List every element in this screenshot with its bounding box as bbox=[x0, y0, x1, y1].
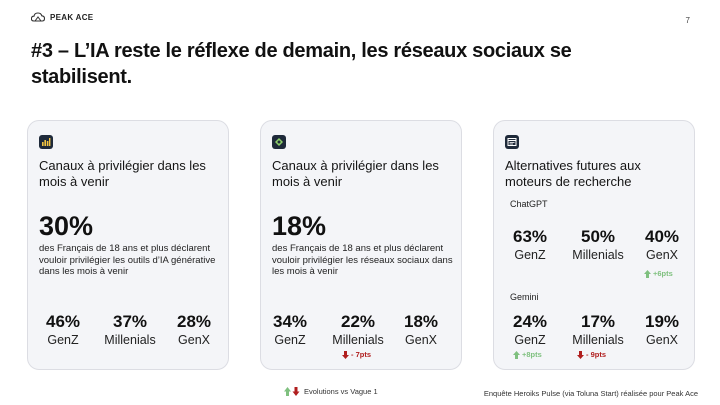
stat-value: 34% bbox=[272, 312, 308, 331]
arrow-down-icon bbox=[577, 350, 584, 359]
group-gemini: Gemini bbox=[510, 292, 539, 302]
stat-value: 28% bbox=[176, 312, 212, 331]
stat-label: Millenials bbox=[572, 248, 624, 262]
stat-value: 24% bbox=[512, 312, 548, 331]
stat-genx: 40% GenX bbox=[630, 227, 694, 263]
big-value: 18% bbox=[272, 211, 327, 241]
page-title: #3 – L’IA reste le réflexe de demain, le… bbox=[31, 40, 572, 88]
card-ai-channels: Canaux à privilégier dans les mois à ven… bbox=[27, 120, 229, 370]
stat-label: GenX bbox=[178, 333, 210, 347]
stat-label: GenZ bbox=[47, 333, 79, 347]
brand: PEAK ACE bbox=[31, 12, 93, 22]
card-social-channels: Canaux à privilégier dans les mois à ven… bbox=[260, 120, 462, 370]
browser-icon bbox=[505, 135, 519, 149]
cloud-logo-icon bbox=[31, 12, 45, 22]
legend-text: Evolutions vs Vague 1 bbox=[304, 387, 378, 396]
delta-value: +8pts bbox=[522, 350, 542, 359]
delta-value: - 9pts bbox=[586, 350, 607, 359]
stat-value: 18% bbox=[403, 312, 439, 331]
bar-chart-icon bbox=[39, 135, 53, 149]
delta-genx-chatgpt: +6pts bbox=[644, 269, 673, 278]
stat-genz: 34% GenZ bbox=[258, 312, 322, 348]
card-title: Alternatives futures aux moteurs de rech… bbox=[505, 158, 641, 189]
stat-label: GenX bbox=[405, 333, 437, 347]
footer-source: Enquête Heroiks Pulse (via Toluna Start)… bbox=[483, 389, 698, 398]
stat-label: GenX bbox=[646, 333, 678, 347]
stat-value: 37% bbox=[112, 312, 148, 331]
card-title: Canaux à privilégier dans les mois à ven… bbox=[272, 158, 439, 189]
stat-label: Millenials bbox=[332, 333, 384, 347]
stat-value: 46% bbox=[45, 312, 81, 331]
card-title: Canaux à privilégier dans les mois à ven… bbox=[39, 158, 206, 189]
stat-millenials: 50% Millenials bbox=[566, 227, 630, 263]
stat-genx: 19% GenX bbox=[630, 312, 694, 348]
group-chatgpt: ChatGPT bbox=[510, 199, 548, 209]
delta-value: - 7pts bbox=[351, 350, 372, 359]
stat-genx: 28% GenX bbox=[162, 312, 226, 348]
delta-millenials-gemini: - 9pts bbox=[577, 350, 606, 359]
delta-genz-gemini: +8pts bbox=[513, 350, 542, 359]
stat-label: Millenials bbox=[104, 333, 156, 347]
stat-label: Millenials bbox=[572, 333, 624, 347]
arrow-up-icon bbox=[513, 350, 520, 359]
stat-label: GenX bbox=[646, 248, 678, 262]
stat-value: 40% bbox=[644, 227, 680, 246]
page-number: 7 bbox=[685, 16, 690, 25]
stat-genz: 24% GenZ bbox=[498, 312, 562, 348]
big-value: 30% bbox=[39, 211, 94, 241]
stat-value: 22% bbox=[340, 312, 376, 331]
footer-legend: Evolutions vs Vague 1 bbox=[284, 387, 378, 396]
up-down-arrows-icon bbox=[284, 387, 300, 396]
stat-genz: 63% GenZ bbox=[498, 227, 562, 263]
delta-value: +6pts bbox=[653, 269, 673, 278]
stat-label: GenZ bbox=[514, 333, 546, 347]
share-icon bbox=[272, 135, 286, 149]
stat-genx: 18% GenX bbox=[389, 312, 453, 348]
arrow-up-icon bbox=[644, 269, 651, 278]
stat-genz: 46% GenZ bbox=[31, 312, 95, 348]
stat-millenials: 37% Millenials bbox=[98, 312, 162, 348]
card-search-alternatives: Alternatives futures aux moteurs de rech… bbox=[493, 120, 695, 370]
stat-millenials: 17% Millenials bbox=[566, 312, 630, 348]
big-description: des Français de 18 ans et plus déclarent… bbox=[272, 243, 453, 277]
brand-name: PEAK ACE bbox=[50, 12, 94, 22]
stat-value: 50% bbox=[580, 227, 616, 246]
stat-label: GenZ bbox=[514, 248, 546, 262]
stat-millenials: 22% Millenials bbox=[326, 312, 390, 348]
stat-value: 63% bbox=[512, 227, 548, 246]
big-description: des Français de 18 ans et plus déclarent… bbox=[39, 243, 216, 277]
stat-value: 17% bbox=[580, 312, 616, 331]
stat-value: 19% bbox=[644, 312, 680, 331]
arrow-down-icon bbox=[342, 350, 349, 359]
delta-millenials: - 7pts bbox=[342, 350, 371, 359]
stat-label: GenZ bbox=[274, 333, 306, 347]
